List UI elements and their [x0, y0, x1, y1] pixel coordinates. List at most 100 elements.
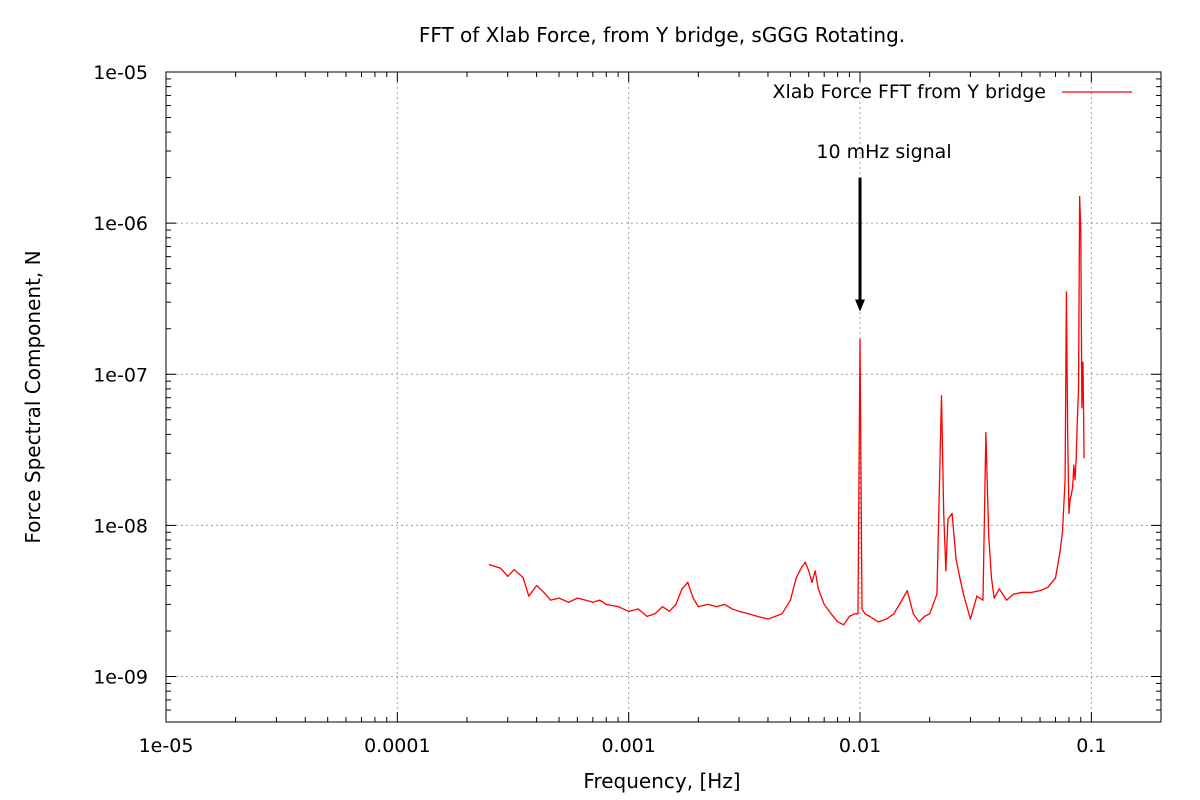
data-point: [940, 395, 943, 397]
data-point: [885, 618, 887, 620]
data-point: [1065, 291, 1067, 293]
data-point: [811, 581, 813, 583]
data-point: [1030, 591, 1032, 594]
data-point: [1047, 586, 1049, 588]
data-point: [584, 599, 587, 601]
data-point: [814, 570, 816, 572]
data-point: [738, 610, 740, 612]
data-point: [558, 597, 560, 599]
data-point: [990, 577, 993, 579]
data-point: [830, 613, 832, 615]
data-point: [654, 613, 656, 615]
data-point: [943, 512, 945, 515]
y-tick-label: 1e-09: [93, 667, 148, 689]
data-point: [912, 613, 914, 615]
data-point: [513, 568, 515, 571]
data-point: [692, 597, 694, 599]
data-point: [536, 584, 538, 587]
data-point: [993, 597, 995, 599]
legend-label: Xlab Force FFT from Y bridge: [772, 81, 1046, 103]
data-point: [668, 610, 671, 612]
data-point: [923, 615, 926, 617]
data-point: [951, 512, 953, 515]
data-point: [774, 615, 776, 617]
y-tick-label: 1e-07: [93, 364, 148, 386]
data-point: [801, 566, 803, 568]
grid-layer: [166, 72, 1161, 722]
x-tick-label: 0.0001: [364, 735, 430, 757]
data-point: [789, 599, 791, 601]
data-point: [661, 606, 664, 608]
data-point: [568, 601, 570, 603]
data-point: [869, 615, 871, 617]
data-point: [522, 577, 524, 579]
data-point: [756, 615, 758, 617]
data-point: [781, 613, 783, 615]
data-point: [929, 613, 931, 615]
data-point: [1039, 590, 1041, 592]
data-point: [681, 588, 683, 590]
data-point: [900, 601, 902, 603]
data-point: [861, 608, 863, 610]
data-point: [947, 518, 949, 520]
data-point: [817, 588, 819, 590]
data-point: [637, 608, 639, 610]
data-point: [982, 599, 984, 601]
data-point: [998, 588, 1000, 590]
data-point: [959, 577, 961, 579]
data-point: [857, 613, 859, 615]
y-tick-label: 1e-06: [93, 213, 148, 235]
data-point: [646, 615, 648, 617]
data-point: [1074, 479, 1076, 481]
x-axis-label: Frequency, [Hz]: [583, 769, 740, 793]
data-point: [599, 599, 601, 601]
series-line: [489, 195, 1085, 626]
data-point: [837, 621, 839, 623]
data-point: [843, 624, 845, 626]
data-point: [1005, 599, 1008, 601]
data-point: [848, 615, 851, 617]
data-point: [1076, 419, 1078, 421]
data-point: [1069, 498, 1071, 500]
data-point: [1082, 361, 1084, 363]
data-point: [675, 603, 677, 606]
data-point: [507, 575, 509, 577]
data-point: [808, 570, 810, 572]
data-point: [1080, 229, 1082, 231]
data-point: [1059, 553, 1061, 555]
data-point: [697, 606, 699, 608]
data-point: [962, 593, 965, 595]
data-point: [576, 597, 578, 599]
data-point: [1070, 493, 1073, 496]
data-point: [488, 564, 490, 566]
data-point: [1083, 457, 1085, 459]
data-point: [804, 561, 806, 563]
data-point: [617, 606, 619, 608]
x-tick-label: 0.1: [1076, 735, 1106, 757]
data-point: [731, 608, 733, 610]
data-point: [748, 613, 750, 615]
y-tick-label: 1e-05: [93, 62, 148, 84]
y-axis-label: Force Spectral Component, N: [21, 250, 45, 543]
data-point: [687, 581, 689, 583]
data-point: [1079, 195, 1081, 198]
data-point: [1061, 531, 1064, 533]
x-tick-label: 1e-05: [139, 735, 194, 757]
data-point: [500, 567, 502, 569]
data-point: [1054, 577, 1057, 579]
data-point: [1021, 591, 1023, 594]
data-point: [1081, 407, 1083, 409]
data-point: [1077, 388, 1080, 390]
tick-layer: 1e-05 0.0001 0.001 0.01 0.1 1e-09 1e-08 1e-07 1e…: [93, 62, 1162, 757]
annotation-label: 10 mHz signal: [816, 141, 951, 163]
annotation-layer: 10 mHz signal: [816, 141, 952, 312]
data-point: [877, 621, 879, 623]
data-point: [716, 606, 718, 608]
data-point: [592, 601, 594, 603]
data-point: [893, 613, 895, 615]
data-point: [795, 577, 797, 579]
data-point: [1064, 479, 1066, 481]
data-point: [628, 610, 630, 612]
data-point: [1067, 433, 1069, 435]
